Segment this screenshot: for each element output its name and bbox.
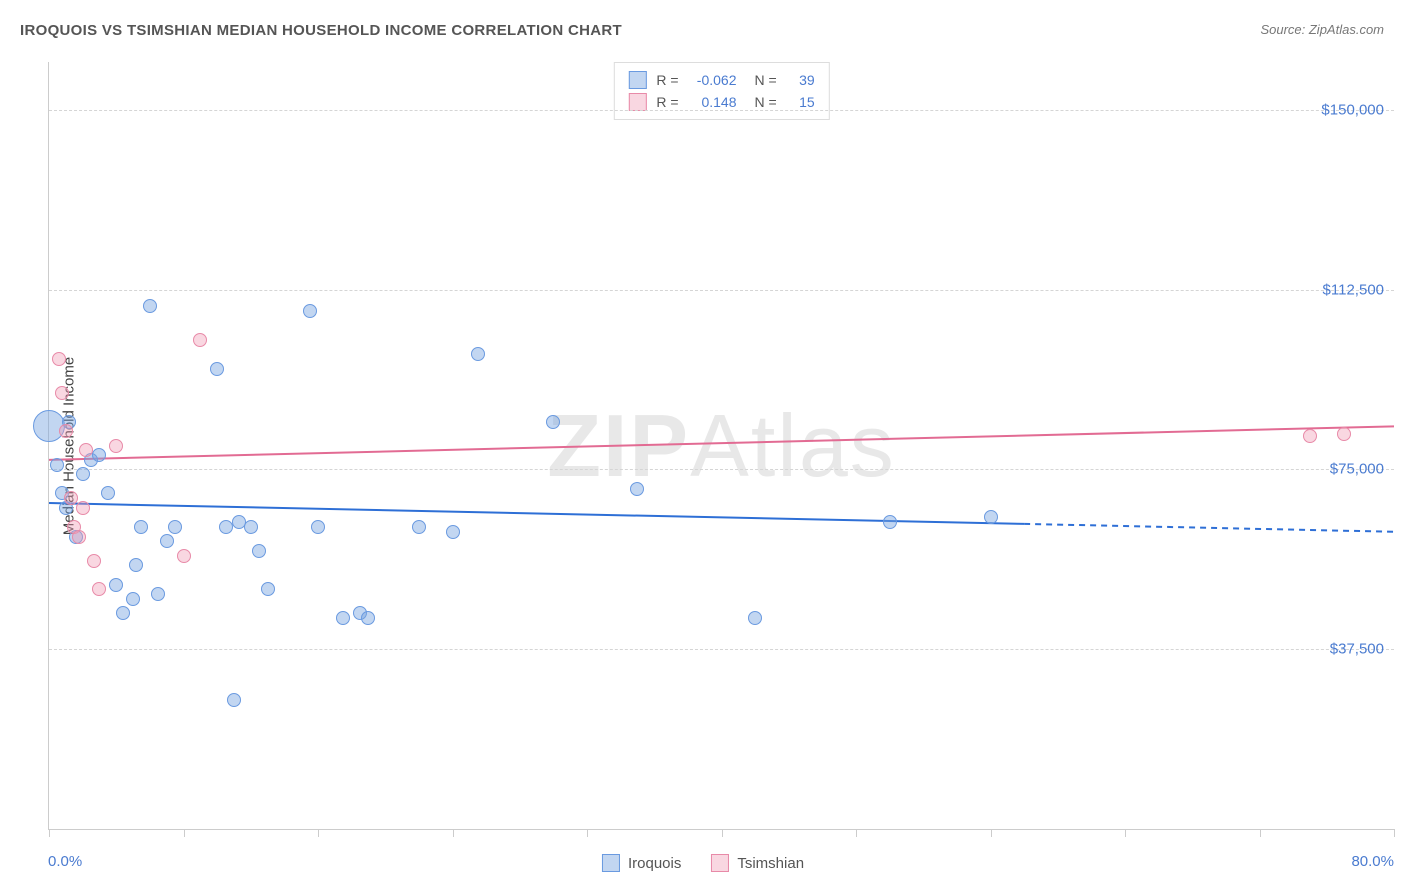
x-tick (722, 829, 723, 837)
gridline (49, 469, 1394, 470)
legend-item-iroquois: Iroquois (602, 854, 681, 872)
swatch-tsimshian (628, 93, 646, 111)
trend-line (49, 503, 1024, 524)
trend-line (1024, 524, 1394, 532)
x-tick (1260, 829, 1261, 837)
scatter-point (630, 482, 644, 496)
trend-lines-svg (49, 62, 1394, 829)
scatter-point (109, 439, 123, 453)
x-axis-max-label: 80.0% (1351, 853, 1394, 870)
legend-label-iroquois: Iroquois (628, 855, 681, 872)
scatter-point (336, 611, 350, 625)
scatter-point (546, 415, 560, 429)
y-tick-label: $150,000 (1321, 101, 1384, 118)
scatter-point (471, 347, 485, 361)
legend-series: Iroquois Tsimshian (602, 854, 804, 872)
legend-r-value-iroquois: -0.062 (689, 69, 737, 91)
scatter-point (87, 554, 101, 568)
scatter-point (210, 362, 224, 376)
scatter-point (72, 530, 86, 544)
scatter-point (412, 520, 426, 534)
legend-label-tsimshian: Tsimshian (737, 855, 804, 872)
swatch-tsimshian (711, 854, 729, 872)
scatter-point (252, 544, 266, 558)
scatter-point (883, 515, 897, 529)
scatter-point (55, 386, 69, 400)
scatter-point (168, 520, 182, 534)
scatter-point (261, 582, 275, 596)
scatter-point (59, 424, 73, 438)
x-tick (587, 829, 588, 837)
legend-n-value-iroquois: 39 (787, 69, 815, 91)
scatter-point (92, 448, 106, 462)
source-label: Source: ZipAtlas.com (1260, 22, 1384, 37)
scatter-point (1337, 427, 1351, 441)
scatter-point (116, 606, 130, 620)
x-tick (991, 829, 992, 837)
scatter-point (143, 299, 157, 313)
scatter-point (101, 486, 115, 500)
scatter-point (227, 693, 241, 707)
scatter-point (219, 520, 233, 534)
scatter-point (92, 582, 106, 596)
legend-item-tsimshian: Tsimshian (711, 854, 804, 872)
swatch-iroquois (602, 854, 620, 872)
scatter-point (303, 304, 317, 318)
legend-correlation: R = -0.062 N = 39 R = 0.148 N = 15 (613, 62, 829, 120)
x-tick (856, 829, 857, 837)
scatter-point (160, 534, 174, 548)
gridline (49, 290, 1394, 291)
scatter-point (50, 458, 64, 472)
y-tick-label: $75,000 (1330, 461, 1384, 478)
scatter-point (193, 333, 207, 347)
scatter-point (984, 510, 998, 524)
scatter-point (126, 592, 140, 606)
x-tick (1125, 829, 1126, 837)
y-tick-label: $112,500 (1323, 281, 1384, 298)
scatter-point (748, 611, 762, 625)
gridline (49, 110, 1394, 111)
scatter-point (109, 578, 123, 592)
scatter-point (1303, 429, 1317, 443)
scatter-point (129, 558, 143, 572)
scatter-point (52, 352, 66, 366)
scatter-point (76, 467, 90, 481)
plot-area: Median Household Income ZIPAtlas R = -0.… (48, 62, 1394, 830)
trend-line (49, 426, 1394, 460)
swatch-iroquois (628, 71, 646, 89)
x-tick (1394, 829, 1395, 837)
x-tick (453, 829, 454, 837)
chart-title: IROQUOIS VS TSIMSHIAN MEDIAN HOUSEHOLD I… (20, 22, 622, 39)
legend-r-label: R = (656, 69, 678, 91)
x-axis-min-label: 0.0% (48, 853, 82, 870)
scatter-point (244, 520, 258, 534)
scatter-point (361, 611, 375, 625)
y-tick-label: $37,500 (1330, 641, 1384, 658)
scatter-point (446, 525, 460, 539)
legend-row-iroquois: R = -0.062 N = 39 (628, 69, 814, 91)
gridline (49, 649, 1394, 650)
legend-n-label: N = (755, 69, 777, 91)
x-tick (49, 829, 50, 837)
scatter-point (151, 587, 165, 601)
scatter-point (177, 549, 191, 563)
scatter-point (79, 443, 93, 457)
x-tick (318, 829, 319, 837)
scatter-point (76, 501, 90, 515)
x-tick (184, 829, 185, 837)
scatter-point (311, 520, 325, 534)
scatter-point (134, 520, 148, 534)
